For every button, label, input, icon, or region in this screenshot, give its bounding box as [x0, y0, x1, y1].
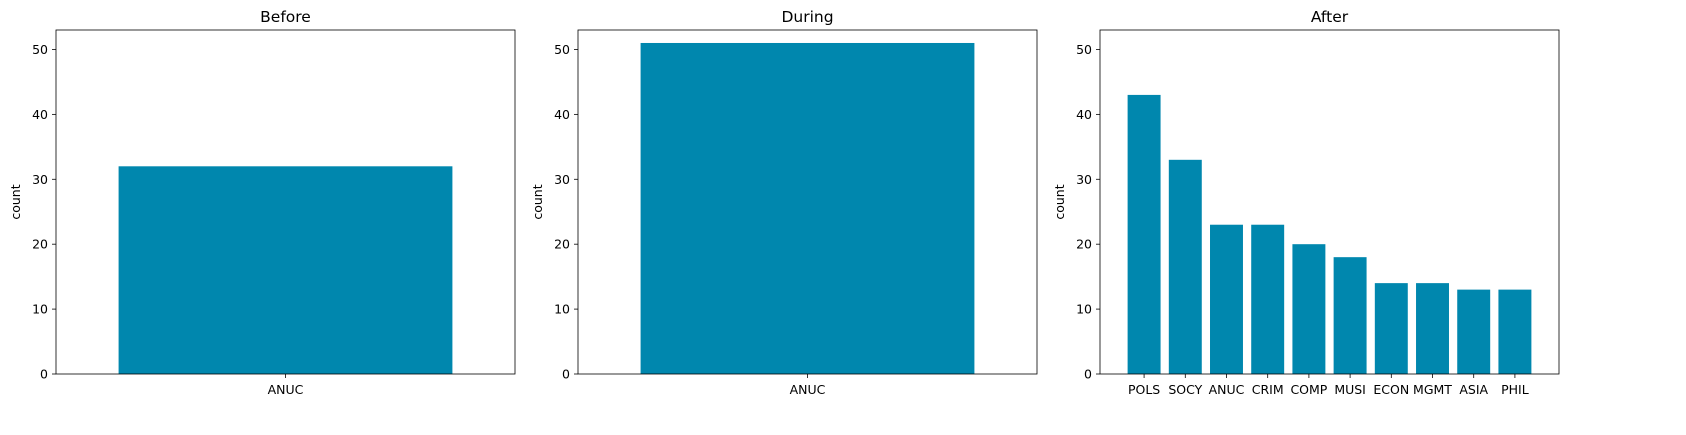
bar-anuc: [118, 166, 453, 374]
chart-title: During: [781, 8, 833, 26]
y-tick-label: 10: [1076, 302, 1092, 317]
x-tick-label: ECON: [1373, 382, 1409, 397]
bar-anuc: [1210, 224, 1243, 374]
bar-econ: [1374, 283, 1408, 374]
y-tick-label: 0: [562, 367, 570, 382]
y-tick-label: 40: [32, 107, 48, 122]
y-tick-label: 50: [32, 42, 48, 57]
chart-panel-1: ANUC 0 10 20 30 40 50 Before count: [8, 8, 516, 397]
bar-phil: [1498, 289, 1532, 374]
y-tick-label: 40: [554, 107, 570, 122]
x-tick-label: MUSI: [1334, 382, 1366, 397]
x-tick-label: MGMT: [1413, 382, 1452, 397]
y-tick-label: 10: [32, 302, 48, 317]
x-tick-label: COMP: [1290, 382, 1327, 397]
chart-panel-3: POLS SOCY ANUC CRIM COMP MUSI ECON MGMT ASIA PHIL…: [1052, 8, 1560, 397]
y-tick-label: 30: [32, 172, 48, 187]
y-tick-label: 0: [1084, 367, 1092, 382]
y-tick-label: 20: [554, 237, 570, 252]
x-tick-label: SOCY: [1168, 382, 1202, 397]
y-tick-label: 20: [1076, 237, 1092, 252]
bar-musi: [1333, 257, 1367, 374]
chart-title: After: [1311, 8, 1349, 26]
x-tick-label: POLS: [1128, 382, 1160, 397]
y-axis-label: count: [1052, 184, 1067, 219]
bar-crim: [1251, 224, 1285, 374]
bar-pols: [1127, 94, 1161, 374]
bar-asia: [1457, 289, 1491, 374]
y-axis-label: count: [8, 184, 23, 219]
bar-mgmt: [1416, 283, 1449, 374]
y-tick-label: 50: [554, 42, 570, 57]
axes-frame: [55, 29, 516, 375]
y-tick-label: 10: [554, 302, 570, 317]
bar-anuc: [640, 42, 975, 374]
y-tick-label: 0: [40, 367, 48, 382]
y-tick-label: 20: [32, 237, 48, 252]
x-tick-label: ANUC: [1209, 382, 1245, 397]
y-tick-label: 40: [1076, 107, 1092, 122]
chart-title: Before: [260, 8, 311, 26]
x-tick-label: ASIA: [1459, 382, 1488, 397]
y-tick-label: 30: [1076, 172, 1092, 187]
y-axis-label: count: [530, 184, 545, 219]
axes-frame: [577, 29, 1038, 375]
y-tick-label: 50: [1076, 42, 1092, 57]
x-tick-label: CRIM: [1252, 382, 1284, 397]
x-tick-label: ANUC: [790, 382, 826, 397]
bar-socy: [1168, 159, 1202, 374]
bar-comp: [1292, 244, 1326, 374]
y-tick-label: 30: [554, 172, 570, 187]
x-tick-label: ANUC: [268, 382, 304, 397]
x-tick-label: PHIL: [1501, 382, 1529, 397]
chart-panel-2: ANUC 0 10 20 30 40 50 During count: [530, 8, 1038, 397]
axes-frame: [1099, 29, 1560, 375]
